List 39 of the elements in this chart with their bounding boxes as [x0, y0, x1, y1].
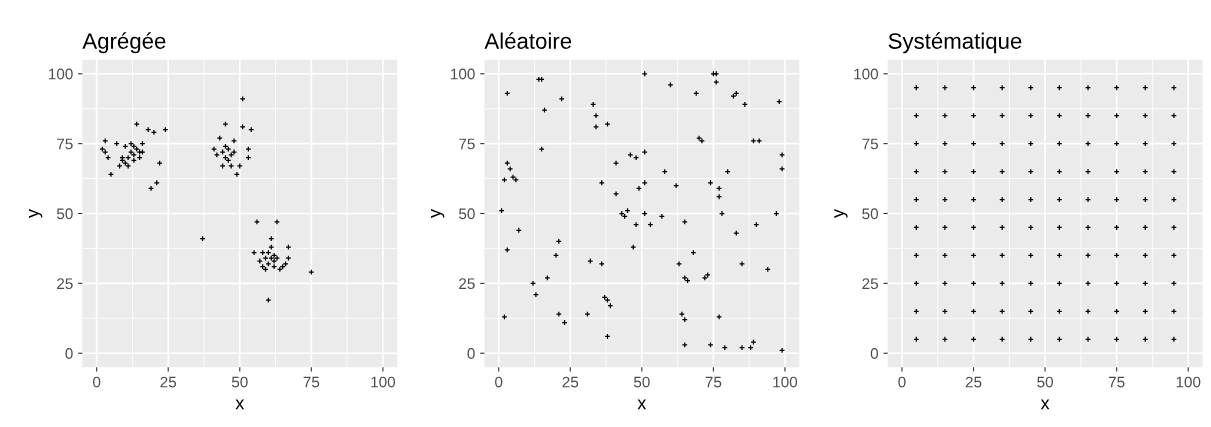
- y-axis-title: y: [28, 209, 43, 218]
- x-tick-label: 0: [898, 376, 906, 388]
- x-tick-label: 25: [965, 376, 982, 388]
- y-tick-label: 100: [451, 68, 475, 80]
- y-tick-label: 100: [854, 68, 879, 80]
- x-tick-label: 25: [562, 376, 579, 388]
- y-axis-title: y: [834, 209, 848, 218]
- y-tick-label: 100: [49, 68, 73, 80]
- chart-title: Aléatoire: [484, 32, 572, 49]
- y-tick-label: 25: [862, 278, 878, 290]
- y-tick-label: 75: [459, 138, 475, 150]
- y-tick-label: 0: [65, 348, 73, 359]
- x-tick-label: 75: [705, 376, 722, 388]
- x-tick-label: 100: [371, 376, 396, 388]
- x-tick-label: 50: [231, 376, 248, 388]
- y-tick-label: 50: [862, 208, 879, 220]
- x-tick-label: 75: [1108, 376, 1125, 388]
- x-axis-title: x: [235, 399, 245, 410]
- x-tick-label: 100: [773, 376, 798, 388]
- y-tick-label: 25: [57, 278, 73, 290]
- chart-title: Systématique: [888, 32, 1022, 54]
- x-tick-label: 0: [495, 376, 503, 388]
- x-axis-title: x: [1040, 399, 1050, 410]
- chart-title: Agrégée: [82, 32, 166, 54]
- x-tick-label: 0: [93, 376, 101, 388]
- x-tick-label: 100: [1176, 376, 1201, 388]
- y-tick-label: 0: [467, 348, 475, 359]
- x-tick-label: 25: [160, 376, 177, 388]
- y-axis-title: y: [431, 209, 445, 218]
- x-tick-label: 50: [633, 376, 650, 388]
- x-tick-label: 50: [1037, 376, 1053, 388]
- y-tick-label: 50: [458, 208, 475, 220]
- x-tick-label: 75: [303, 376, 320, 388]
- y-tick-label: 50: [56, 208, 73, 220]
- y-tick-label: 75: [862, 138, 878, 150]
- x-axis-title: x: [637, 399, 647, 410]
- y-tick-label: 25: [459, 278, 475, 290]
- y-tick-label: 0: [870, 348, 879, 359]
- y-tick-label: 75: [57, 138, 73, 150]
